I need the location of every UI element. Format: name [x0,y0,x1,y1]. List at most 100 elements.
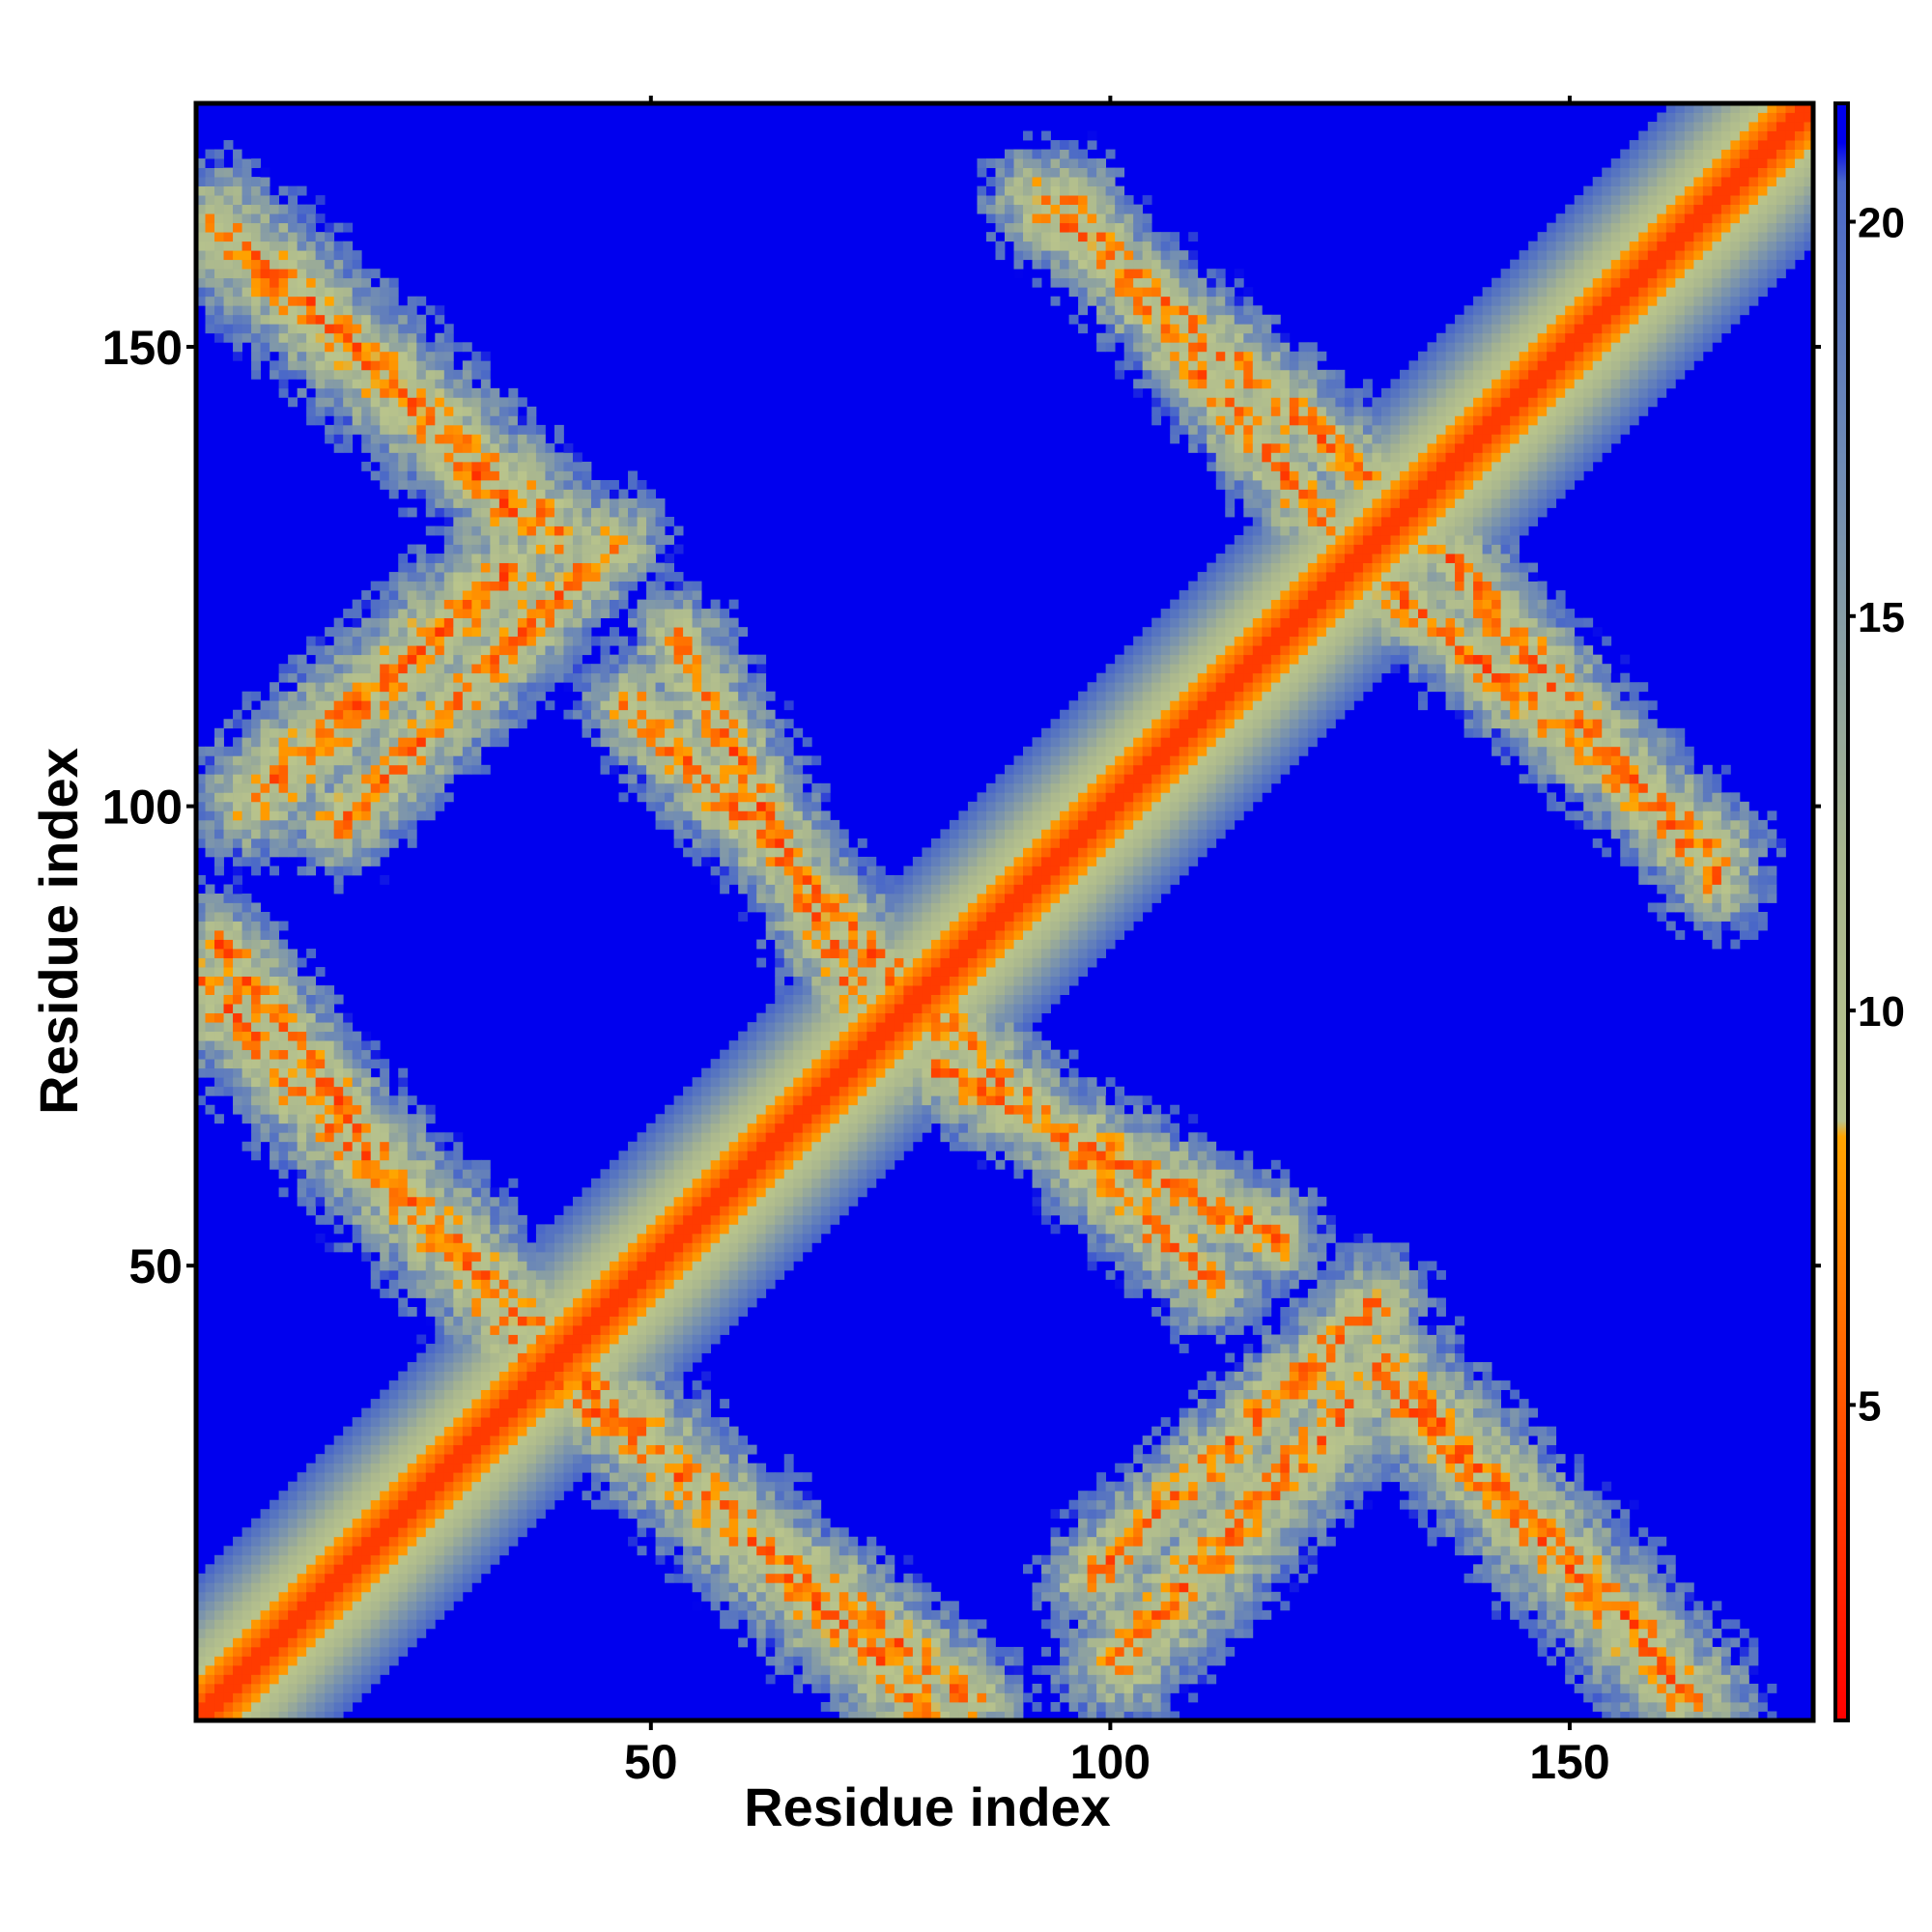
heatmap-cell [370,1444,381,1455]
heatmap-cell [618,1214,629,1225]
heatmap-cell [398,1389,409,1400]
heatmap-cell [205,259,215,270]
heatmap-cell [333,1104,344,1115]
heatmap-cell [692,1426,702,1436]
heatmap-cell [370,1206,381,1216]
heatmap-cell [710,617,721,628]
heatmap-cell [701,1067,712,1078]
heatmap-cell [223,167,234,178]
heatmap-cell [471,1214,482,1225]
heatmap-cell [618,1463,629,1473]
heatmap-cell [462,1169,472,1179]
heatmap-cell [352,1086,362,1096]
heatmap-cell [380,819,390,830]
heatmap-cell [260,930,270,940]
heatmap-cell [425,1499,436,1510]
heatmap-cell [325,342,335,353]
heatmap-cell [480,1196,491,1207]
heatmap-cell [517,461,527,471]
heatmap-cell [343,1426,354,1436]
heatmap-cell [233,1022,242,1033]
heatmap-cell [270,746,279,756]
heatmap-cell [590,719,601,729]
heatmap-cell [306,360,317,371]
heatmap-cell [490,1242,500,1253]
heatmap-cell [407,737,417,748]
heatmap-cell [333,847,344,858]
heatmap-cell [655,497,666,508]
heatmap-cell [720,1104,730,1115]
heatmap-cell [582,1380,592,1390]
heatmap-cell [535,434,546,444]
heatmap-cell [407,314,417,325]
heatmap-cell [480,1344,491,1353]
heatmap-cell [480,1242,491,1253]
heatmap-cell [270,1701,279,1712]
heatmap-cell [398,581,409,591]
heatmap-cell [260,700,270,711]
heatmap-cell [683,829,694,839]
heatmap-cell [563,526,574,536]
heatmap-cell [526,1288,537,1298]
heatmap-cell [453,1554,464,1565]
heatmap-cell [683,1491,694,1501]
heatmap-cell [490,434,500,444]
heatmap-cell [673,1325,684,1335]
heatmap-cell [618,1426,629,1436]
heatmap-cell [701,1141,712,1151]
heatmap-cell [260,1582,270,1593]
heatmap-cell [425,507,436,518]
heatmap-cell [270,810,279,821]
heatmap-cell [471,1362,482,1372]
heatmap-cell [416,397,427,408]
heatmap-cell [288,700,298,711]
heatmap-cell [462,737,472,748]
heatmap-cell [288,755,298,766]
heatmap-cell [407,397,417,408]
heatmap-cell [720,819,730,830]
heatmap-cell [196,755,206,766]
heatmap-cell [508,517,519,526]
heatmap-cell [720,1206,730,1216]
heatmap-cell [398,782,409,793]
heatmap-cell [315,1086,326,1096]
heatmap-cell [343,1601,354,1611]
heatmap-cell [545,1242,555,1253]
heatmap-cell [582,1251,592,1262]
heatmap-cell [435,1417,445,1428]
heatmap-cell [471,387,482,398]
heatmap-cell [407,1169,417,1179]
heatmap-cell [545,497,555,508]
heatmap-cell [563,554,574,563]
heatmap-cell [600,1196,611,1207]
heatmap-cell [416,1187,427,1198]
heatmap-cell [554,1362,564,1372]
heatmap-cell [380,829,390,839]
heatmap-cell [416,645,427,656]
heatmap-cell [306,250,317,261]
heatmap-cell [453,1380,464,1390]
heatmap-cell [425,1444,436,1455]
heatmap-cell [223,1573,234,1583]
heatmap-cell [471,1206,482,1216]
heatmap-cell [388,1509,399,1520]
heatmap-cell [572,1251,582,1262]
heatmap-cell [260,921,270,931]
heatmap-cell [471,627,482,638]
heatmap-cell [352,1095,362,1106]
heatmap-cell [600,1214,611,1225]
heatmap-cell [270,296,279,306]
heatmap-cell [270,232,279,242]
heatmap-cell [600,497,611,508]
heatmap-cell [517,1527,527,1538]
heatmap-cell [701,1573,712,1583]
heatmap-cell [554,470,564,481]
heatmap-cell [480,470,491,481]
heatmap-cell [223,305,234,316]
heatmap-cell [490,406,500,416]
heatmap-cell [554,572,564,582]
heatmap-cell [416,1159,427,1170]
heatmap-cell [242,305,252,316]
heatmap-cell [333,774,344,784]
heatmap-cell [490,1472,500,1483]
